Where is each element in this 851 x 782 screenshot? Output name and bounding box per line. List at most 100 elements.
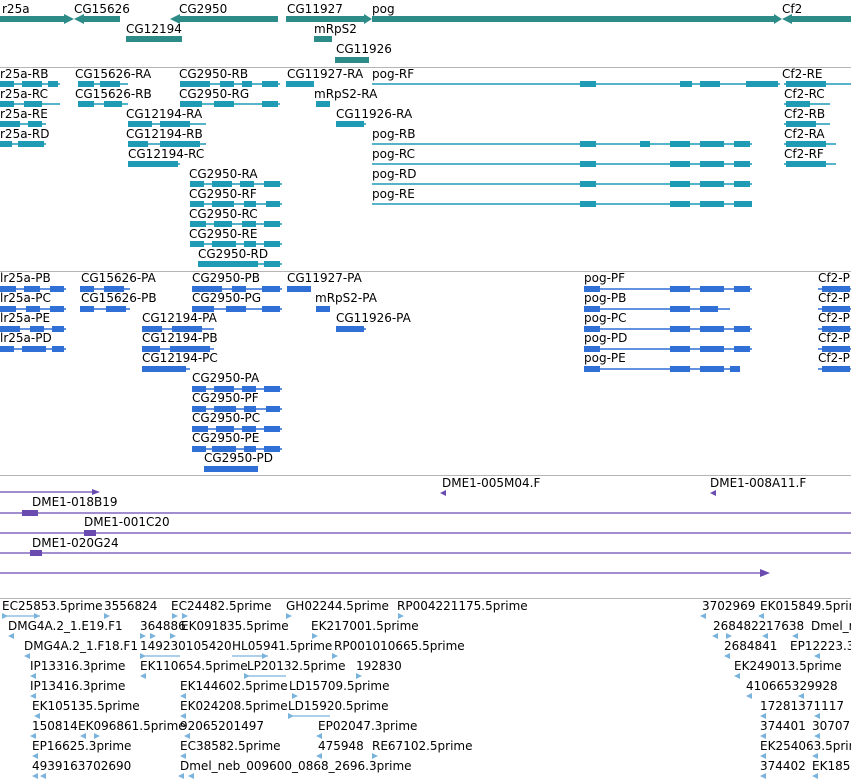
feature-label[interactable]: CG2950 <box>179 2 228 16</box>
feature-label[interactable]: 92065201497 <box>180 719 264 733</box>
feature-label[interactable]: EP02047.3prime <box>318 719 418 733</box>
feature-label[interactable]: CG2950-PG <box>192 291 262 305</box>
feature-label[interactable]: CG12194-RB <box>126 127 203 141</box>
feature-label[interactable]: CG15626-RB <box>75 87 152 101</box>
feature-label[interactable]: 374402 <box>760 759 806 773</box>
feature-label[interactable]: CG11927 <box>287 2 343 16</box>
feature-label[interactable]: CG15626-PA <box>81 271 156 285</box>
feature-label[interactable]: CG11926 <box>336 42 392 56</box>
feature-label[interactable]: Cf2-P <box>818 311 850 325</box>
feature-label[interactable]: CG12194-PA <box>142 311 217 325</box>
feature-label[interactable]: CG11926-PA <box>336 311 411 325</box>
feature-label[interactable]: pog-RF <box>372 67 415 81</box>
feature-label[interactable]: pog-PF <box>584 271 626 285</box>
feature-label[interactable]: CG12194-PB <box>142 331 218 345</box>
feature-label[interactable]: HL05941.5prime <box>232 639 333 653</box>
feature-label[interactable]: pog-PC <box>584 311 627 325</box>
feature-label[interactable]: Cf2 <box>782 2 803 16</box>
feature-label[interactable]: CG11927-PA <box>287 271 362 285</box>
feature-label[interactable]: CG2950-PE <box>192 431 260 445</box>
feature-label[interactable]: CG15626 <box>74 2 130 16</box>
feature-label[interactable]: CG11927-RA <box>287 67 364 81</box>
feature-label[interactable]: CG12194 <box>126 22 182 36</box>
feature-label[interactable]: RE67102.5prime <box>372 739 473 753</box>
feature-label[interactable]: r25a-RC <box>0 87 49 101</box>
feature-label[interactable]: EP16625.3prime <box>32 739 132 753</box>
feature-label[interactable]: EK254063.5prime <box>760 739 851 753</box>
feature-label[interactable]: 374401 <box>760 719 806 733</box>
feature-label[interactable]: Cf2-P <box>818 271 850 285</box>
feature-label[interactable]: EP12223.3 <box>790 639 851 653</box>
feature-label[interactable]: CG2950-PF <box>192 391 259 405</box>
feature-label[interactable]: r25a-RB <box>0 67 49 81</box>
feature-label[interactable]: lr25a-PC <box>0 291 51 305</box>
feature-label[interactable]: mRpS2 <box>314 22 357 36</box>
feature-label[interactable]: mRpS2-PA <box>315 291 377 305</box>
feature-label[interactable]: Cf2-RA <box>784 127 825 141</box>
feature-label[interactable]: CG2950-RF <box>189 187 257 201</box>
feature-label[interactable]: DME1-001C20 <box>84 515 170 529</box>
feature-label[interactable]: LD15709.5prime <box>289 679 390 693</box>
feature-label[interactable]: pog-RD <box>372 167 417 181</box>
feature-label[interactable]: 30707 <box>812 719 851 733</box>
feature-label[interactable]: EC38582.5prime <box>180 739 281 753</box>
feature-label[interactable]: pog <box>372 2 395 16</box>
feature-label[interactable]: DME1-008A11.F <box>710 476 807 490</box>
feature-label[interactable]: EC24482.5prime <box>171 599 272 613</box>
feature-label[interactable]: EC25853.5prime <box>2 599 103 613</box>
feature-label[interactable]: Cf2-RE <box>782 67 823 81</box>
feature-label[interactable]: 149230105420 <box>140 639 232 653</box>
feature-label[interactable]: CG11926-RA <box>336 107 413 121</box>
feature-label[interactable]: DME1-020G24 <box>32 536 119 550</box>
feature-label[interactable]: 17281371117 <box>760 699 844 713</box>
feature-label[interactable]: DME1-005M04.F <box>442 476 541 490</box>
feature-label[interactable]: CG2950-PC <box>192 411 261 425</box>
feature-label[interactable]: 475948 <box>318 739 364 753</box>
feature-label[interactable]: 3556824 <box>104 599 158 613</box>
feature-label[interactable]: CG2950-RB <box>179 67 249 81</box>
feature-label[interactable]: pog-RC <box>372 147 416 161</box>
feature-label[interactable]: Cf2-RC <box>784 87 825 101</box>
feature-label[interactable]: pog-PE <box>584 351 626 365</box>
feature-label[interactable]: pog-PD <box>584 331 628 345</box>
feature-label[interactable]: GH02244.5prime <box>286 599 389 613</box>
feature-label[interactable]: CG2950-PA <box>192 371 260 385</box>
feature-label[interactable]: RP004221175.5prime <box>397 599 528 613</box>
feature-label[interactable]: IP13316.3prime <box>30 659 126 673</box>
feature-label[interactable]: EK144602.5prime <box>180 679 288 693</box>
feature-label[interactable]: CG12194-RA <box>126 107 203 121</box>
feature-label[interactable]: 17638 <box>766 619 805 633</box>
feature-label[interactable]: EK091835.5prime <box>181 619 289 633</box>
feature-label[interactable]: 364886 <box>140 619 186 633</box>
feature-label[interactable]: IP13416.3prime <box>30 679 126 693</box>
feature-label[interactable]: r25a-RE <box>0 107 48 121</box>
feature-label[interactable]: 3702969 <box>702 599 756 613</box>
feature-label[interactable]: CG2950-RE <box>189 227 258 241</box>
feature-label[interactable]: EK217001.5prime <box>311 619 419 633</box>
feature-label[interactable]: LD15920.5prime <box>288 699 389 713</box>
feature-label[interactable]: CG15626-RA <box>75 67 152 81</box>
feature-label[interactable]: DMG4A.2_1.F18.F1 <box>24 639 138 653</box>
feature-label[interactable]: 2684822 <box>713 619 767 633</box>
feature-label[interactable]: EK185 <box>812 759 851 773</box>
feature-label[interactable]: Cf2-RF <box>784 147 824 161</box>
feature-label[interactable]: CG2950-RC <box>189 207 258 221</box>
feature-label[interactable]: r25a <box>2 2 30 16</box>
feature-label[interactable]: EK015849.5prime <box>760 599 851 613</box>
feature-label[interactable]: Cf2-P <box>818 331 850 345</box>
feature-label[interactable]: lr25a-PB <box>0 271 51 285</box>
feature-label[interactable]: Cf2-RB <box>784 107 826 121</box>
feature-label[interactable]: Dmel_r <box>811 619 851 633</box>
feature-label[interactable]: Dmel_neb_009600_0868_2696.3prime <box>180 759 412 773</box>
feature-label[interactable]: pog-RB <box>372 127 416 141</box>
feature-label[interactable]: CG2950-RG <box>179 87 250 101</box>
feature-label[interactable]: EK096861.5prime <box>78 719 186 733</box>
feature-label[interactable]: CG12194-RC <box>128 147 205 161</box>
feature-label[interactable]: RP001010665.5prime <box>334 639 465 653</box>
feature-label[interactable]: 192830 <box>356 659 402 673</box>
feature-label[interactable]: LP20132.5prime <box>247 659 346 673</box>
feature-label[interactable]: EK249013.5prime <box>734 659 842 673</box>
feature-label[interactable]: CG12194-PC <box>142 351 218 365</box>
feature-label[interactable]: pog-RE <box>372 187 415 201</box>
feature-label[interactable]: Cf2-P <box>818 291 850 305</box>
